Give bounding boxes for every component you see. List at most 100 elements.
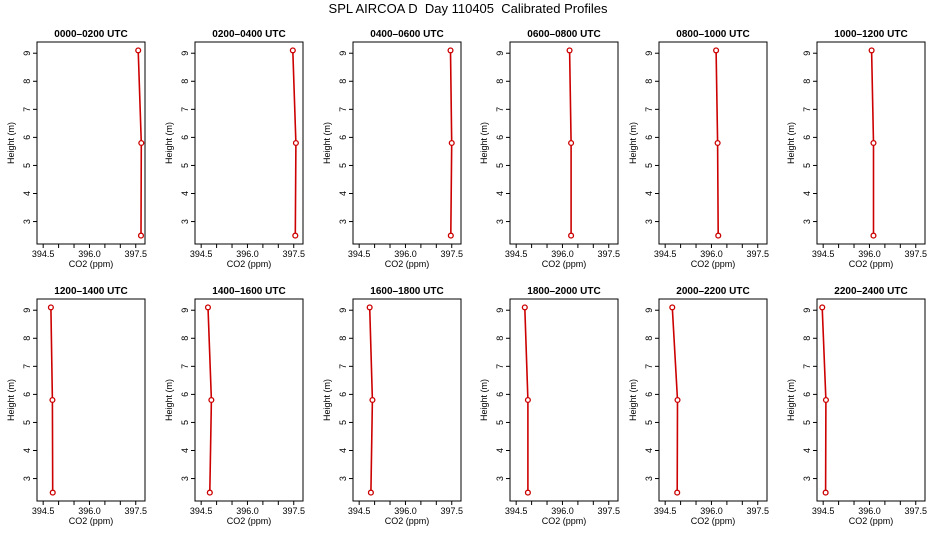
- y-tick-label: 7: [22, 364, 32, 369]
- panel-10: 1800–2000 UTC 394.5 396.0 397.5 CO2 (ppm) 3 4 5…: [479, 286, 620, 526]
- y-tick-label: 8: [495, 79, 505, 84]
- plot-frame: [509, 41, 619, 245]
- y-tick-label: 4: [495, 191, 505, 196]
- y-tick-label: 9: [338, 51, 348, 56]
- panel-title: 0000–0200 UTC: [54, 29, 127, 40]
- plot-frame: [352, 298, 462, 502]
- y-tick-label: 8: [22, 79, 32, 84]
- panel-title: 0400–0600 UTC: [370, 29, 443, 40]
- y-tick-label: 8: [644, 336, 654, 341]
- data-point: [206, 489, 213, 496]
- panel-8: 1400–1600 UTC 394.5 396.0 397.5 CO2 (ppm) 3 4 5…: [164, 286, 305, 526]
- plot-frame: [509, 298, 619, 502]
- data-point: [447, 232, 454, 239]
- y-tick-label: 9: [644, 308, 654, 313]
- data-point: [135, 47, 142, 54]
- y-tick-label: 5: [22, 163, 32, 168]
- y-tick-label: 4: [22, 191, 32, 196]
- data-point: [868, 47, 875, 54]
- x-tick-label: 394.5: [190, 249, 213, 259]
- x-tick-label: 396.0: [551, 506, 574, 516]
- x-axis-label: CO2 (ppm): [69, 259, 114, 269]
- plot-frame: [658, 41, 768, 245]
- data-point: [447, 47, 454, 54]
- y-axis-label: Height (m): [786, 379, 796, 421]
- plot-frame: [194, 298, 304, 502]
- panel-title: 1800–2000 UTC: [527, 286, 600, 297]
- y-tick-label: 9: [802, 51, 812, 56]
- data-point: [713, 47, 720, 54]
- y-tick-label: 9: [22, 308, 32, 313]
- data-point: [521, 304, 528, 311]
- data-point: [669, 304, 676, 311]
- y-tick-label: 8: [802, 79, 812, 84]
- panel-3: 0400–0600 UTC 394.5 396.0 397.5 CO2 (ppm) 3 4 5…: [322, 29, 463, 269]
- x-tick-label: 396.0: [551, 249, 574, 259]
- y-tick-label: 6: [22, 392, 32, 397]
- data-point: [568, 139, 575, 147]
- data-point: [369, 396, 376, 404]
- y-tick-label: 6: [338, 392, 348, 397]
- y-tick-label: 7: [338, 107, 348, 112]
- plot-frame: [36, 298, 146, 502]
- x-tick-label: 394.5: [654, 249, 677, 259]
- x-tick-label: 397.5: [124, 249, 147, 259]
- x-tick-label: 394.5: [505, 249, 528, 259]
- y-tick-label: 9: [180, 308, 190, 313]
- data-point: [292, 232, 299, 239]
- x-tick-label: 396.0: [236, 506, 259, 516]
- panel-6: 1000–1200 UTC 394.5 396.0 397.5 CO2 (ppm) 3 4 5…: [786, 29, 927, 269]
- data-point: [822, 489, 829, 496]
- y-tick-label: 5: [802, 163, 812, 168]
- y-axis-label: Height (m): [479, 122, 489, 164]
- data-point: [204, 304, 212, 311]
- y-tick-label: 4: [338, 448, 348, 453]
- x-tick-label: 394.5: [812, 249, 835, 259]
- data-point: [715, 232, 722, 239]
- y-tick-label: 3: [495, 476, 505, 481]
- data-point: [49, 489, 56, 496]
- panel-7: 1200–1400 UTC 394.5 396.0 397.5 CO2 (ppm) 3 4 5…: [6, 286, 147, 526]
- y-tick-label: 3: [338, 219, 348, 224]
- x-tick-label: 394.5: [32, 506, 55, 516]
- panel-2: 0200–0400 UTC 394.5 396.0 397.5 CO2 (ppm) 3 4 5…: [164, 29, 305, 269]
- panel-title: 0800–1000 UTC: [676, 29, 749, 40]
- y-axis-label: Height (m): [164, 122, 174, 164]
- x-axis-label: CO2 (ppm): [542, 259, 587, 269]
- y-tick-label: 4: [338, 191, 348, 196]
- data-point: [568, 232, 575, 239]
- y-axis-label: Height (m): [6, 379, 16, 421]
- data-point: [367, 489, 374, 496]
- x-tick-label: 397.5: [904, 506, 927, 516]
- plot-frame: [816, 41, 926, 245]
- y-tick-label: 5: [644, 420, 654, 425]
- x-tick-label: 396.0: [394, 506, 417, 516]
- data-point: [208, 396, 215, 404]
- data-point: [49, 396, 56, 404]
- y-tick-label: 7: [22, 107, 32, 112]
- x-tick-label: 396.0: [394, 249, 417, 259]
- y-tick-label: 9: [180, 51, 190, 56]
- panel-11: 2000–2200 UTC 394.5 396.0 397.5 CO2 (ppm) 3 4 5…: [628, 286, 769, 526]
- y-tick-label: 5: [338, 420, 348, 425]
- y-axis-label: Height (m): [786, 122, 796, 164]
- panel-4: 0600–0800 UTC 394.5 396.0 397.5 CO2 (ppm) 3 4 5…: [479, 29, 620, 269]
- y-tick-label: 3: [180, 219, 190, 224]
- data-point: [714, 139, 721, 147]
- y-tick-label: 6: [644, 392, 654, 397]
- x-tick-label: 394.5: [190, 506, 213, 516]
- panel-1: 0000–0200 UTC 394.5 396.0 397.5 CO2 (ppm) 3 4 5…: [6, 29, 147, 269]
- y-axis-label: Height (m): [322, 379, 332, 421]
- y-tick-label: 3: [338, 476, 348, 481]
- y-axis-label: Height (m): [628, 379, 638, 421]
- x-axis-label: CO2 (ppm): [227, 516, 272, 526]
- y-tick-label: 4: [180, 191, 190, 196]
- y-tick-label: 4: [180, 448, 190, 453]
- panel-title: 1400–1600 UTC: [212, 286, 285, 297]
- y-tick-label: 4: [22, 448, 32, 453]
- panel-9: 1600–1800 UTC 394.5 396.0 397.5 CO2 (ppm) 3 4 5…: [322, 286, 463, 526]
- y-axis-label: Height (m): [479, 379, 489, 421]
- y-tick-label: 5: [495, 420, 505, 425]
- plot-frame: [658, 298, 768, 502]
